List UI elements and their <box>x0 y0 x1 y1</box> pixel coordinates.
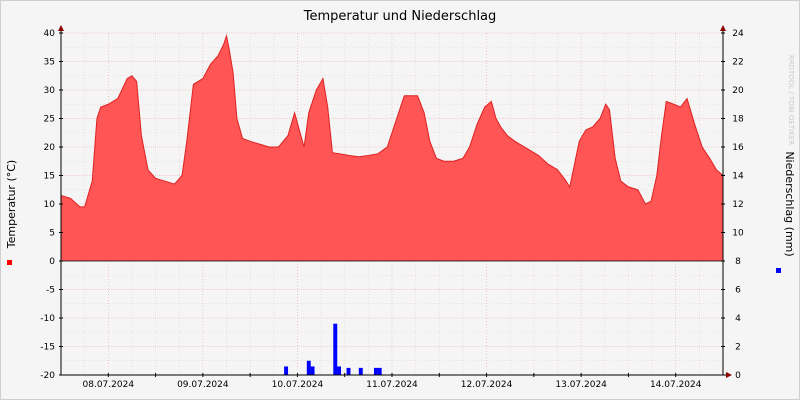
x-tick-label: 10.07.2024 <box>272 380 324 390</box>
precipitation-bar <box>346 367 351 376</box>
precipitation-bar <box>333 323 338 375</box>
left-tick-labels: 40 35 30 25 20 15 10 5 0 -5 -10 -15 -20 <box>40 29 63 381</box>
right-tick-label: 2 <box>735 343 741 353</box>
left-tick-label: 30 <box>44 86 56 96</box>
left-tick-label: -5 <box>46 286 55 296</box>
right-tick-label: 22 <box>732 58 743 68</box>
right-tick-label: 20 <box>732 86 744 96</box>
precipitation-bars <box>284 323 382 376</box>
temperature-area <box>61 35 723 261</box>
axes <box>58 25 732 378</box>
x-tick-label: 08.07.2024 <box>83 380 135 390</box>
right-tick-label: 14 <box>732 172 744 182</box>
left-axis-arrow <box>58 25 64 31</box>
left-tick-label: 25 <box>44 115 55 125</box>
legend-marker-precipitation <box>776 268 781 273</box>
precipitation-bar <box>373 367 378 376</box>
right-tick-label: 6 <box>735 286 741 296</box>
plot-area <box>60 33 724 261</box>
precipitation-bar <box>358 367 363 376</box>
left-tick-label: -10 <box>40 314 55 324</box>
left-tick-label: 35 <box>44 58 55 68</box>
left-tick-label: -15 <box>40 343 55 353</box>
precipitation-bar <box>310 366 315 375</box>
left-tick-label: 5 <box>49 229 55 239</box>
right-tick-label: 0 <box>735 371 741 381</box>
x-tick-labels: 08.07.2024 09.07.2024 10.07.2024 11.07.2024… <box>83 373 702 390</box>
right-tick-label: 18 <box>732 115 744 125</box>
x-tick-label: 12.07.2024 <box>461 380 513 390</box>
left-tick-label: -20 <box>40 371 55 381</box>
chart-title: Temperatur und Niederschlag <box>303 9 497 24</box>
x-axis-arrow <box>726 372 732 378</box>
left-tick-label: 40 <box>44 29 56 39</box>
left-tick-label: 0 <box>49 257 55 267</box>
precipitation-bar <box>377 367 382 376</box>
precipitation-bar <box>284 366 289 375</box>
temperature-line <box>60 33 724 208</box>
x-tick-label: 11.07.2024 <box>366 380 418 390</box>
left-tick-label: 20 <box>44 143 56 153</box>
left-tick-label: 15 <box>44 172 55 182</box>
y-axis-label-precipitation: Niederschlag (mm) <box>783 151 796 256</box>
precipitation-bar <box>337 366 342 375</box>
right-tick-label: 16 <box>732 143 744 153</box>
left-tick-label: 10 <box>44 200 56 210</box>
legend-marker-temperature <box>7 260 12 265</box>
y-axis-label-temperature: Temperatur (°C) <box>5 160 18 249</box>
precipitation-bar <box>306 360 311 375</box>
watermark: RRDTOOL / TOBI OETIKER <box>787 55 795 145</box>
right-axis-arrow <box>720 25 726 31</box>
right-tick-label: 4 <box>735 314 741 324</box>
right-tick-label: 10 <box>732 229 744 239</box>
x-tick-label: 14.07.2024 <box>650 380 702 390</box>
x-tick-label: 13.07.2024 <box>555 380 607 390</box>
right-tick-label: 24 <box>732 29 744 39</box>
right-tick-label: 8 <box>735 257 741 267</box>
x-tick-label: 09.07.2024 <box>177 380 229 390</box>
right-tick-label: 12 <box>732 200 743 210</box>
